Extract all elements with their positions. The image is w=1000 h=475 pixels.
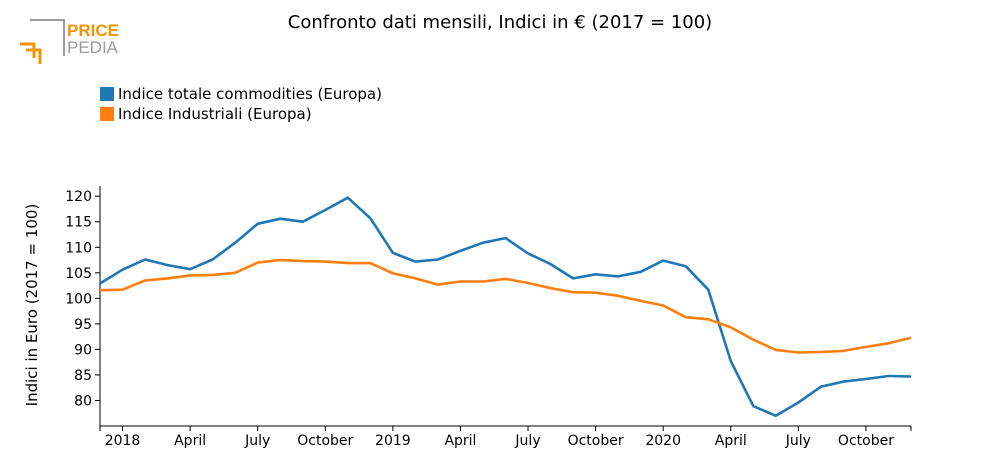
axes: 80 85 90 95 100 105 110 115 120 2018 April July Octo… [65,186,912,449]
legend-item-industrial[interactable]: Indice Industriali (Europa) [100,104,382,124]
legend: Indice totale commodities (Europa) Indic… [100,84,382,124]
series-line-0 [99,196,912,418]
logo-mark-orange-1 [20,42,36,58]
y-tick-label: 105 [65,266,92,282]
x-tick-label: April [715,433,747,449]
series-line-1 [99,258,912,354]
x-tick-label: October [297,433,353,449]
y-tick-label: 80 [74,393,92,409]
legend-swatch-total [100,87,114,101]
logo-mark-grey [30,19,65,56]
series-layer [99,196,912,418]
y-tick-label: 110 [65,240,92,256]
legend-swatch-industrial [100,107,114,121]
x-tick-label: 2019 [375,433,411,449]
x-tick-label: April [444,433,476,449]
x-tick-label: October [838,433,894,449]
y-axis-label: Indici in Euro (2017 = 100) [23,204,41,407]
y-tick-label: 115 [65,215,92,231]
x-tick-label: 2018 [105,433,141,449]
x-tick-label: July [244,433,270,449]
logo-word-bottom: PEDIA [67,38,119,57]
y-tick-label: 100 [65,291,92,307]
y-tick-label: 120 [65,189,92,205]
logo-mark-orange-2 [26,48,42,64]
pricepedia-logo: PRICE PEDIA [20,19,119,64]
chart-title: Confronto dati mensili, Indici in € (201… [287,12,713,33]
x-tick-label: October [568,433,624,449]
y-tick-label: 85 [74,368,92,384]
logo-word-top: PRICE [67,21,119,40]
y-tick-label: 95 [74,317,92,333]
x-tick-label: July [785,433,811,449]
x-tick-label: 2020 [645,433,681,449]
y-tick-label: 90 [74,342,92,358]
legend-label-industrial: Indice Industriali (Europa) [118,105,312,123]
legend-item-total[interactable]: Indice totale commodities (Europa) [100,84,382,104]
legend-label-total: Indice totale commodities (Europa) [118,85,382,103]
x-tick-label: April [174,433,206,449]
x-tick-label: July [514,433,540,449]
